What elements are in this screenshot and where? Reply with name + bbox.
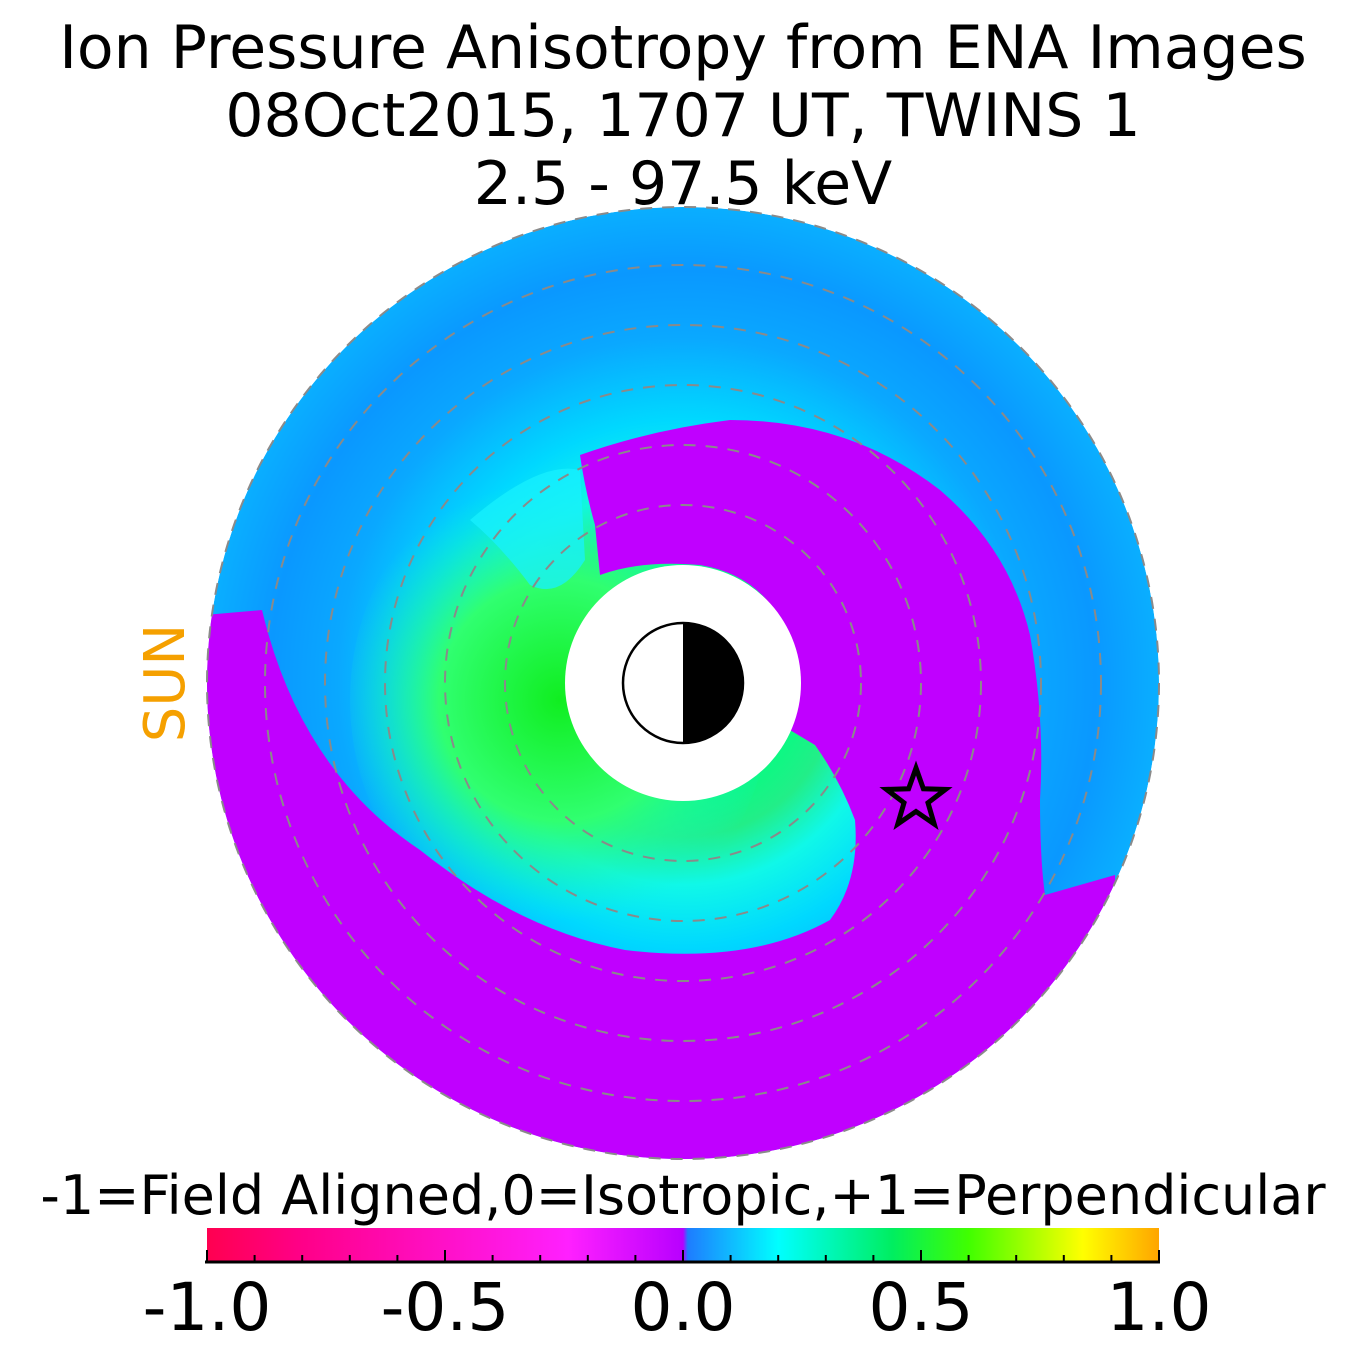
region-cyan-wisp xyxy=(470,468,585,590)
colorbar-label: -1=Field Aligned,0=Isotropic,+1=Perpendi… xyxy=(40,1164,1326,1227)
title-line-1: Ion Pressure Anisotropy from ENA Images xyxy=(59,13,1307,83)
colorbar-tick-label: 0.0 xyxy=(631,1269,736,1346)
grid-ring xyxy=(504,504,862,862)
colorbar-ticks: -1.0 -0.5 0.0 0.5 1.0 xyxy=(143,1250,1212,1346)
colorbar-tick-label: 1.0 xyxy=(1107,1269,1212,1346)
grid-ring xyxy=(324,324,1042,1042)
colorbar-tick-label: -1.0 xyxy=(143,1269,272,1346)
grid-rings xyxy=(206,206,1160,1160)
star-icon xyxy=(879,760,953,831)
colorbar-tick-label: -0.5 xyxy=(381,1269,510,1346)
earth-icon xyxy=(621,621,745,745)
title-line-2: 08Oct2015, 1707 UT, TWINS 1 xyxy=(225,81,1140,151)
grid-ring xyxy=(206,206,1160,1160)
chart-title: Ion Pressure Anisotropy from ENA Images … xyxy=(59,13,1307,219)
colorbar-tick-label: 0.5 xyxy=(869,1269,974,1346)
grid-ring xyxy=(384,384,982,982)
grid-ring xyxy=(264,264,1102,1102)
grid-ring xyxy=(444,444,922,922)
sun-direction-label: SUN xyxy=(133,624,198,742)
